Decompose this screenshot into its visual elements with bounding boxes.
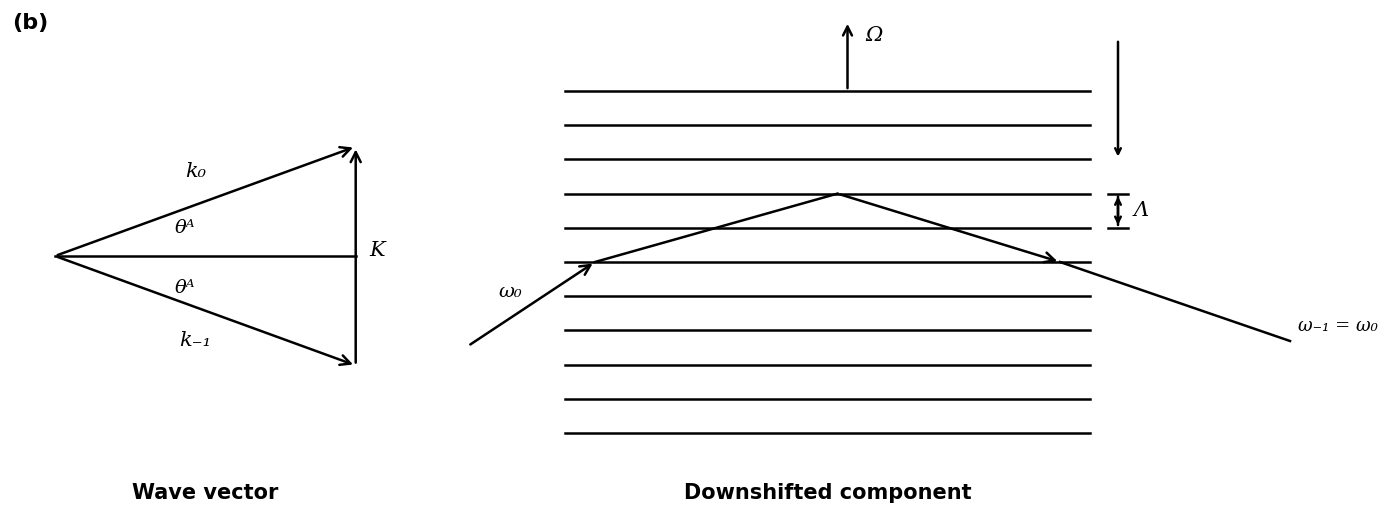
Text: Ω: Ω (866, 26, 883, 45)
Text: ω₀: ω₀ (498, 283, 521, 301)
Text: Λ: Λ (1134, 201, 1149, 220)
Text: θᴬ: θᴬ (175, 219, 196, 237)
Text: Wave vector: Wave vector (132, 483, 279, 503)
Text: K: K (370, 242, 385, 260)
Text: θᴬ: θᴬ (175, 279, 196, 297)
Text: k₋₁: k₋₁ (179, 331, 211, 350)
Text: (b): (b) (12, 13, 48, 33)
Text: Downshifted component: Downshifted component (684, 483, 971, 503)
Text: ω₋₁ = ω₀ − Ω: ω₋₁ = ω₀ − Ω (1298, 317, 1379, 335)
Text: k₀: k₀ (185, 162, 205, 181)
